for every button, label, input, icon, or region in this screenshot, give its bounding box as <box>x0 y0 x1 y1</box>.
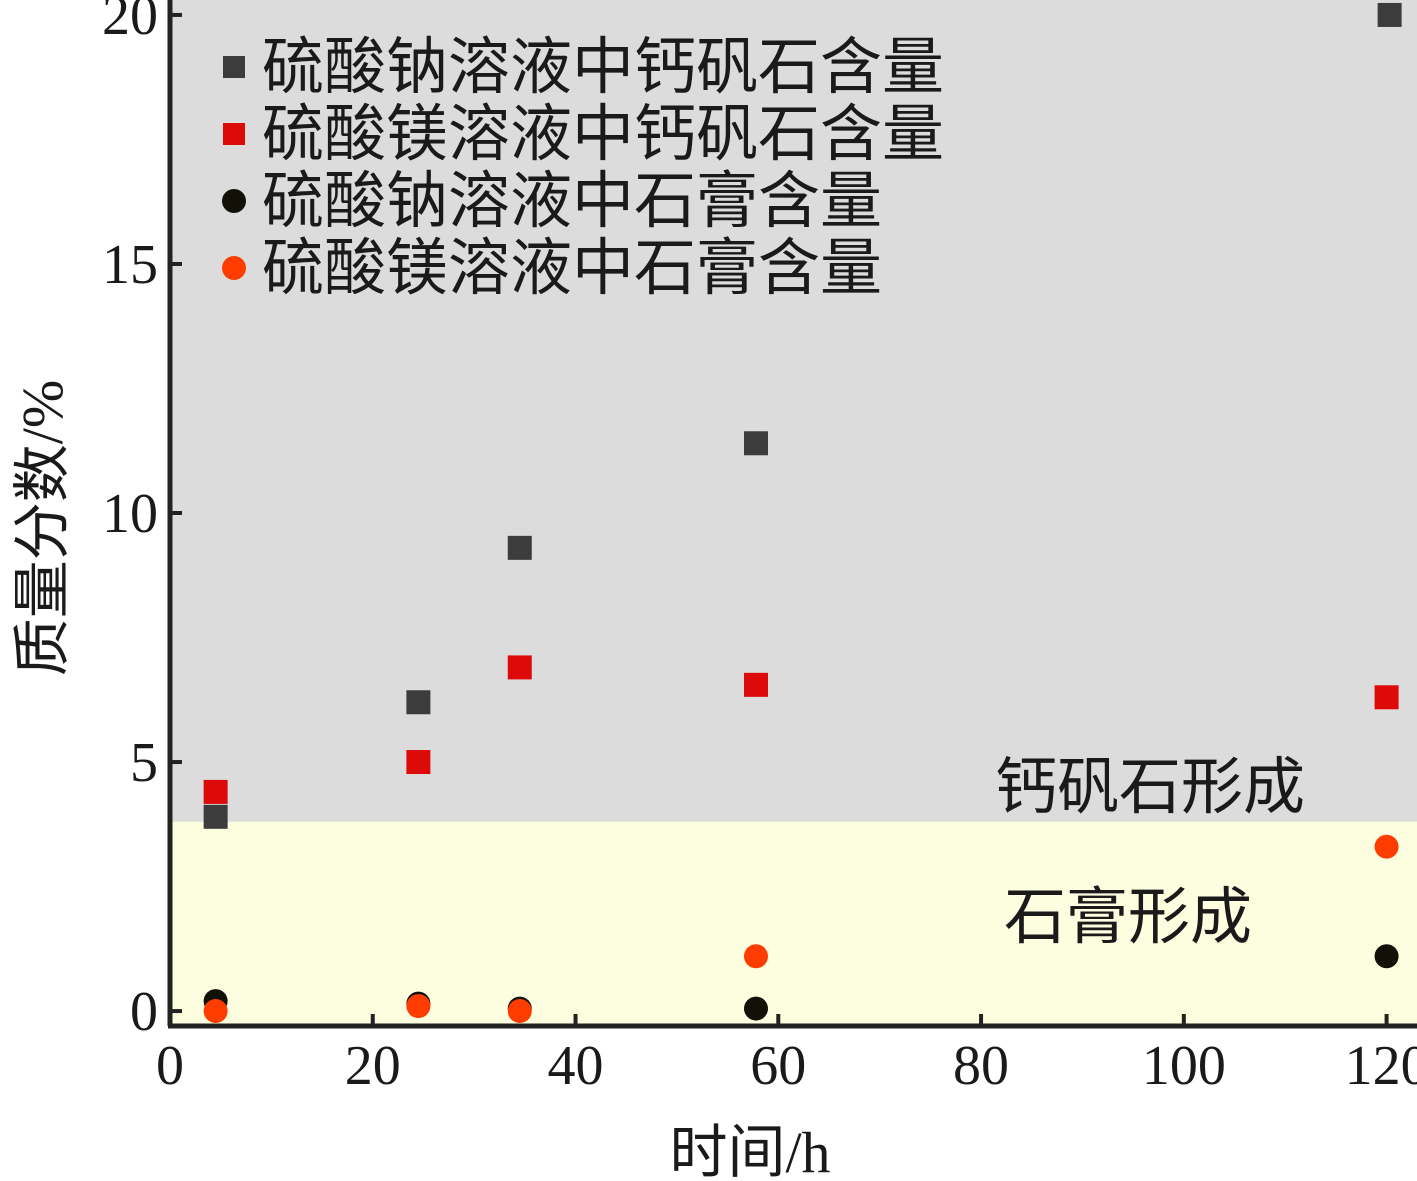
region-gypsum <box>170 821 1417 1026</box>
data-point <box>743 431 768 456</box>
legend: 硫酸钠溶液中钙矾石含量硫酸镁溶液中钙矾石含量硫酸钠溶液中石膏含量硫酸镁溶液中石膏… <box>222 34 944 303</box>
y-tick-label: 15 <box>102 234 158 296</box>
data-point <box>203 804 228 829</box>
y-axis-ticks: 0 5 10 15 20 <box>102 0 182 1043</box>
x-tick-label: 20 <box>345 1035 401 1097</box>
region-ettringite <box>170 0 1417 822</box>
data-point <box>406 690 431 715</box>
data-point <box>203 779 228 804</box>
data-points <box>203 2 1402 1024</box>
data-point <box>507 535 532 560</box>
region-label-gypsum: 石膏形成 <box>1004 884 1252 952</box>
x-tick-label: 80 <box>953 1035 1009 1097</box>
data-point <box>406 994 431 1019</box>
x-tick-label: 0 <box>156 1035 184 1097</box>
region-label-ettringite: 钙矾石形成 <box>995 754 1305 822</box>
x-axis-label: 时间/h <box>669 1120 830 1181</box>
data-point <box>1374 834 1399 859</box>
legend-label: 硫酸镁溶液中钙矾石含量 <box>262 101 944 169</box>
legend-marker <box>223 56 245 78</box>
y-tick-label: 0 <box>130 981 158 1043</box>
data-point <box>1377 2 1402 27</box>
y-tick-label: 5 <box>130 732 158 794</box>
legend-label: 硫酸钠溶液中钙矾石含量 <box>262 34 944 102</box>
x-tick-label: 60 <box>750 1035 806 1097</box>
legend-label: 硫酸镁溶液中石膏含量 <box>262 235 882 303</box>
legend-marker <box>222 189 246 213</box>
x-tick-label: 120 <box>1345 1035 1417 1097</box>
y-axis-label: 质量分数/% <box>10 380 75 676</box>
data-point <box>743 944 768 969</box>
y-tick-label: 10 <box>102 483 158 545</box>
data-point <box>507 999 532 1024</box>
data-point <box>1374 685 1399 710</box>
legend-marker <box>222 256 246 280</box>
region-backgrounds <box>170 0 1417 1026</box>
legend-marker <box>223 123 245 145</box>
y-tick-label: 20 <box>102 0 158 47</box>
x-tick-label: 100 <box>1142 1035 1226 1097</box>
data-point <box>507 655 532 680</box>
data-point <box>743 672 768 697</box>
data-point <box>406 750 431 775</box>
data-point <box>1374 944 1399 969</box>
legend-label: 硫酸钠溶液中石膏含量 <box>262 168 882 236</box>
x-axis-ticks: 0 20 40 60 80 100 120 <box>156 1014 1417 1097</box>
x-tick-label: 40 <box>548 1035 604 1097</box>
data-point <box>743 996 768 1021</box>
data-point <box>203 999 228 1024</box>
